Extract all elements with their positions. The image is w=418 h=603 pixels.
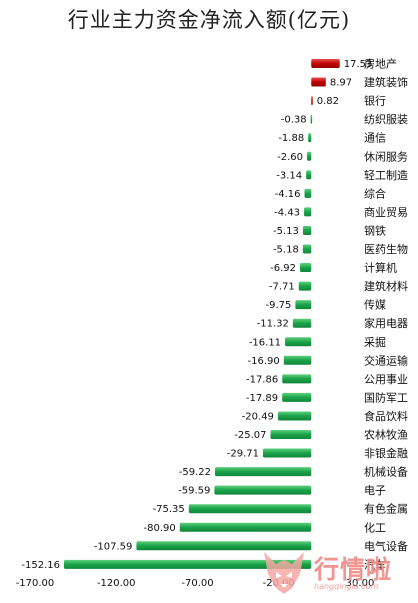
bar-3 [310,114,313,124]
bar-19 [277,411,312,421]
value-label-5: -2.60 [277,152,303,163]
value-label-16: -16.90 [248,356,280,367]
chart-title: 行业主力资金净流入额(亿元) [67,8,351,32]
fox-logo-icon [264,552,304,594]
value-label-8: -4.43 [274,207,300,218]
category-label-17: 公用事业 [364,373,408,386]
category-label-9: 钢铁 [364,224,386,237]
bar-23 [214,485,312,495]
value-label-19: -20.49 [242,411,274,422]
value-label-26: -107.59 [94,541,133,552]
watermark: 行情啦 hangqingla.com [258,548,418,603]
bar-26 [136,541,312,551]
watermark-text: 行情啦 [314,555,393,584]
value-label-12: -7.71 [269,282,295,293]
bar-2 [311,96,313,106]
category-label-24: 有色金属 [364,502,408,516]
category-label-1: 建筑装饰 [364,75,408,89]
value-label-1: 8.97 [330,78,352,89]
value-label-21: -29.71 [227,449,259,460]
bar-21 [262,448,312,458]
category-label-19: 食品饮料 [364,409,408,423]
value-label-3: -0.38 [281,115,307,126]
value-label-7: -4.16 [275,189,301,200]
bar-11 [300,263,312,273]
x-tick-label-4: 30.00 [346,578,375,589]
value-label-20: -25.07 [234,430,266,441]
bar-24 [188,504,312,514]
category-label-11: 计算机 [364,261,397,275]
category-label-8: 商业贸易 [364,205,408,219]
category-label-6: 轻工制造 [364,168,408,182]
x-tick-label-0: -170.00 [16,578,55,589]
bar-16 [283,355,312,365]
category-label-0: 房地产 [364,57,397,71]
value-label-0: 17.53 [344,59,373,70]
value-label-2: 0.82 [317,96,339,107]
bar-4 [308,133,312,143]
bar-8 [304,207,312,217]
value-label-17: -17.86 [246,374,278,385]
category-label-7: 综合 [364,186,386,200]
value-label-23: -59.59 [178,486,210,497]
category-label-12: 建筑材料 [364,279,408,293]
value-label-4: -1.88 [278,133,304,144]
bar-20 [270,430,312,439]
bar-18 [282,392,312,402]
x-tick-label-2: -70.00 [181,578,213,589]
category-label-4: 通信 [364,132,386,145]
value-label-14: -11.32 [257,319,289,330]
bar-27 [63,559,312,569]
category-label-3: 纺织服装 [364,112,408,126]
bar-17 [282,374,312,384]
bar-15 [285,337,312,347]
category-label-25: 化工 [364,520,386,534]
category-label-26: 电气设备 [364,539,408,553]
category-label-15: 采掘 [364,335,386,349]
value-label-24: -75.35 [153,504,185,515]
x-tick-label-1: -120.00 [97,578,136,589]
bar-10 [302,244,312,254]
value-label-18: -17.89 [246,393,278,404]
bar-12 [298,281,312,291]
bar-25 [179,522,312,532]
category-label-10: 医药生物 [364,242,408,256]
value-label-6: -3.14 [276,170,302,181]
bar-22 [215,467,312,477]
value-label-13: -9.75 [266,300,292,311]
bar-5 [307,151,312,161]
bar-1 [311,77,326,87]
value-label-25: -80.90 [144,523,176,534]
bar-6 [306,170,312,180]
category-label-2: 银行 [364,94,386,108]
value-label-11: -6.92 [270,263,296,274]
value-label-27: -152.16 [21,560,60,571]
value-label-15: -16.11 [249,337,281,348]
watermark-url: hangqingla.com [314,582,379,591]
bar-7 [304,188,312,198]
bar-9 [302,225,312,235]
category-label-5: 休闲服务 [364,149,408,163]
category-label-18: 国防军工 [364,390,408,404]
category-label-21: 非银金融 [364,446,408,460]
bar-13 [295,300,312,310]
category-label-16: 交通运输 [364,353,408,367]
bar-14 [292,318,312,328]
value-label-10: -5.18 [273,245,299,256]
category-label-23: 电子 [364,484,386,497]
value-label-22: -59.22 [179,467,211,478]
category-label-22: 机械设备 [364,465,408,479]
category-label-13: 传媒 [364,299,386,312]
bar-0 [311,59,340,68]
category-label-20: 农林牧渔 [364,428,408,442]
category-label-14: 家用电器 [364,316,408,330]
category-label-27: 汽车 [364,557,386,571]
value-label-9: -5.13 [273,226,299,237]
